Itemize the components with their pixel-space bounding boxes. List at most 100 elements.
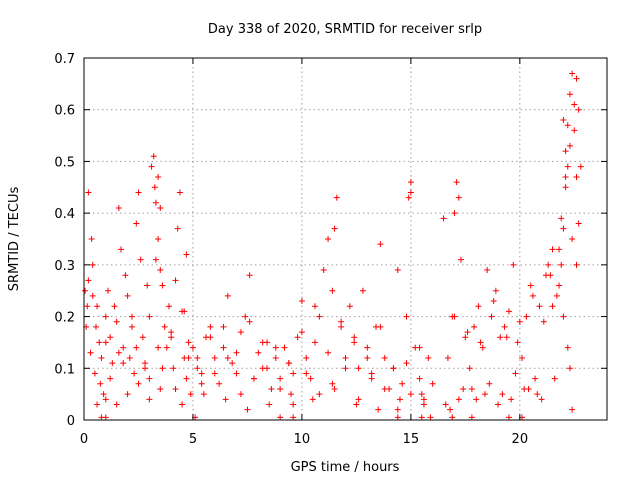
data-point bbox=[396, 396, 403, 403]
data-point bbox=[179, 401, 186, 408]
data-point bbox=[577, 163, 584, 170]
data-point bbox=[575, 106, 582, 113]
data-point bbox=[381, 385, 388, 392]
x-tick-label: 15 bbox=[403, 432, 420, 447]
data-point bbox=[325, 236, 332, 242]
data-point bbox=[320, 267, 327, 274]
data-point bbox=[85, 277, 92, 284]
data-point bbox=[165, 303, 172, 310]
y-tick-label: 0.4 bbox=[54, 207, 75, 222]
data-point bbox=[545, 261, 552, 268]
data-point bbox=[403, 360, 410, 367]
data-point bbox=[88, 236, 95, 242]
data-point bbox=[298, 298, 305, 305]
plot-frame bbox=[83, 57, 608, 421]
data-point bbox=[569, 406, 576, 413]
data-point bbox=[338, 323, 345, 330]
data-point bbox=[444, 354, 451, 361]
data-point bbox=[200, 391, 207, 398]
data-point bbox=[547, 272, 554, 279]
data-point bbox=[303, 370, 310, 377]
data-point bbox=[495, 401, 502, 408]
data-point bbox=[407, 179, 414, 186]
y-tick-label: 0.3 bbox=[54, 259, 75, 274]
data-point bbox=[152, 199, 159, 206]
data-point bbox=[207, 323, 214, 330]
data-point bbox=[246, 272, 253, 279]
data-point bbox=[139, 334, 146, 341]
data-point bbox=[172, 385, 179, 392]
data-point bbox=[368, 375, 375, 382]
data-point bbox=[523, 313, 530, 320]
data-point bbox=[290, 414, 297, 421]
data-point bbox=[311, 303, 318, 310]
data-point bbox=[237, 391, 244, 398]
data-point bbox=[142, 360, 149, 367]
data-point bbox=[133, 344, 140, 351]
data-point bbox=[519, 354, 526, 361]
data-point bbox=[285, 360, 292, 367]
data-point bbox=[146, 313, 153, 320]
data-point bbox=[566, 142, 573, 149]
data-point bbox=[468, 414, 475, 421]
data-point bbox=[510, 261, 517, 268]
data-point bbox=[569, 70, 576, 77]
data-point bbox=[455, 396, 462, 403]
data-point bbox=[233, 370, 240, 377]
data-point bbox=[84, 303, 91, 310]
data-point bbox=[447, 406, 454, 413]
data-point bbox=[455, 194, 462, 201]
data-point bbox=[264, 365, 271, 372]
data-point bbox=[272, 344, 279, 351]
data-point bbox=[109, 360, 116, 367]
data-point bbox=[516, 318, 523, 325]
data-point bbox=[107, 334, 114, 341]
data-point bbox=[440, 215, 447, 222]
data-point bbox=[163, 344, 170, 351]
data-point bbox=[562, 173, 569, 180]
data-point bbox=[394, 267, 401, 274]
data-point bbox=[473, 396, 480, 403]
data-point bbox=[481, 391, 488, 398]
data-point bbox=[146, 375, 153, 382]
data-point bbox=[159, 282, 166, 289]
data-point bbox=[534, 391, 541, 398]
data-point bbox=[224, 292, 231, 299]
data-point bbox=[394, 406, 401, 413]
data-point bbox=[571, 127, 578, 134]
data-point bbox=[242, 313, 249, 320]
data-point bbox=[558, 261, 565, 268]
data-point bbox=[342, 354, 349, 361]
data-point bbox=[564, 163, 571, 170]
data-point bbox=[157, 385, 164, 392]
data-point bbox=[329, 380, 336, 387]
data-point bbox=[503, 334, 510, 341]
data-point bbox=[338, 318, 345, 325]
data-point bbox=[562, 148, 569, 155]
data-point bbox=[329, 287, 336, 294]
data-point bbox=[521, 385, 528, 392]
data-point bbox=[118, 246, 125, 253]
data-point bbox=[174, 225, 181, 232]
data-point bbox=[102, 396, 109, 403]
data-point bbox=[377, 323, 384, 330]
data-point bbox=[91, 370, 98, 377]
y-axis-label: SRMTID / TECUs bbox=[7, 187, 22, 292]
data-point bbox=[355, 396, 362, 403]
data-point bbox=[532, 375, 539, 382]
data-point bbox=[94, 401, 101, 408]
data-point bbox=[514, 339, 521, 346]
data-point bbox=[98, 354, 105, 361]
axis-ticks bbox=[83, 57, 607, 421]
data-point bbox=[499, 391, 506, 398]
data-point bbox=[497, 334, 504, 341]
data-point bbox=[176, 189, 183, 196]
data-point bbox=[277, 375, 284, 382]
data-point bbox=[120, 344, 127, 351]
data-point bbox=[250, 375, 257, 382]
data-point bbox=[189, 344, 196, 351]
data-point bbox=[573, 261, 580, 268]
data-point bbox=[128, 313, 135, 320]
data-point bbox=[168, 329, 175, 336]
data-point bbox=[418, 414, 425, 421]
